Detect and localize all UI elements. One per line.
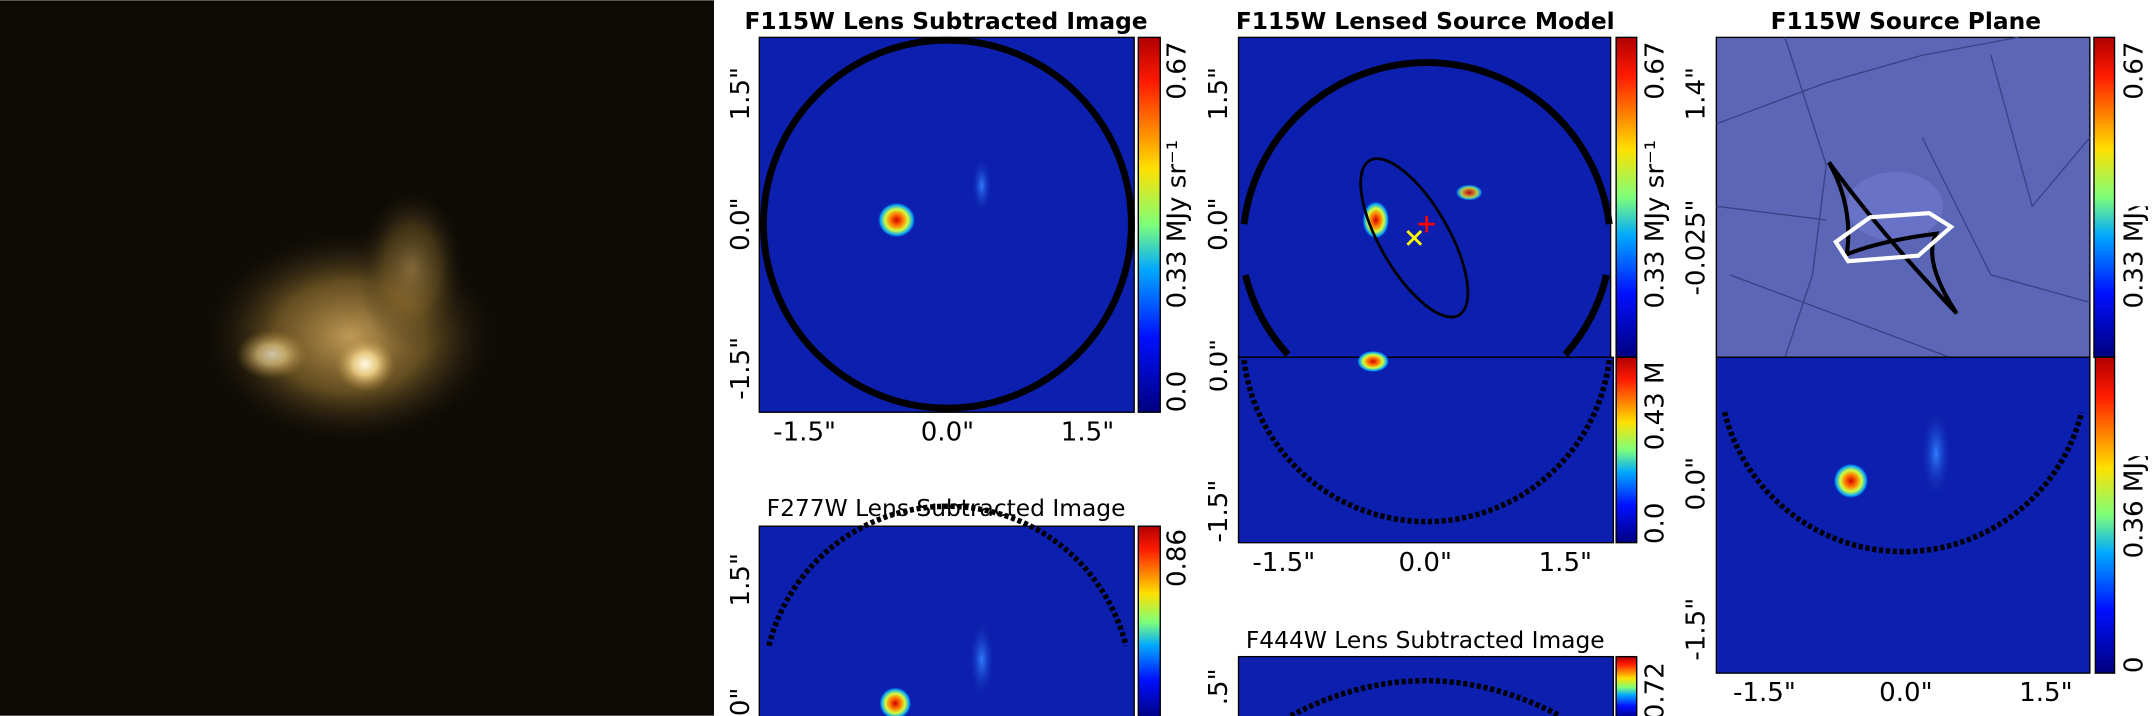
colorbar <box>1137 525 1161 716</box>
y-tick-label: -1.5" <box>726 337 756 400</box>
image-frame <box>1237 356 1615 544</box>
y-tick-label: 0.0" <box>1204 197 1234 250</box>
mask-circle <box>766 503 1129 647</box>
colorbar-label: 0.36 MJy sr⁻¹ <box>2120 390 2150 559</box>
colorbar <box>1615 655 1638 716</box>
voronoi-mesh <box>1716 36 2091 358</box>
source-emission <box>1846 171 1943 241</box>
colorbar-label: MJy sr⁻¹ <box>1163 677 1193 716</box>
y-tick-label: -1.5" <box>1682 598 1712 661</box>
arc-blob <box>1455 184 1483 201</box>
x-tick-label: 1.5" <box>2019 678 2072 708</box>
y-tick-label: .5" <box>1204 668 1234 705</box>
source-blob <box>1833 463 1869 499</box>
colorbar <box>2093 36 2116 358</box>
colorbar-label: 0.43 M <box>1640 361 1670 450</box>
colorbar-label: 0.33 MJy sr⁻¹ <box>1640 140 1670 309</box>
colorbar-label: 0.67 <box>1163 42 1193 100</box>
source-blob <box>1356 350 1390 373</box>
lens-core <box>335 336 396 392</box>
x-tick-label: 0.0" <box>1879 678 1932 708</box>
mask-circle <box>1240 59 1613 225</box>
panel-title: F277W Lens Subtracted Image <box>767 494 1126 522</box>
arc-blob <box>970 155 993 216</box>
lens-centre <box>1418 215 1435 233</box>
x-tick-label: -1.5" <box>773 417 836 447</box>
source-blob <box>1362 200 1390 240</box>
galaxy-arc <box>357 185 467 351</box>
panel-title: F115W Lensed Source Model <box>1236 7 1615 35</box>
panel-f277w <box>758 503 1161 716</box>
critical-curve <box>1359 157 1470 319</box>
colorbar <box>1137 36 1161 413</box>
y-tick-label: 1.4" <box>1682 67 1712 120</box>
mask-circle <box>1242 274 1610 357</box>
y-tick-label: -1.5" <box>1204 480 1234 543</box>
panel-lower-right <box>1715 356 2116 674</box>
colorbar <box>2094 356 2116 674</box>
colorbar-label: 0.72 <box>1640 662 1670 716</box>
y-tick-label: 0.0" <box>1682 457 1712 510</box>
colorbar-label: 0.33 MJy sr⁻¹ <box>1163 140 1193 309</box>
panel-lower-middle <box>1237 350 1638 544</box>
image-frame <box>758 525 1135 716</box>
colorbar-label: 0.0 <box>1163 371 1193 412</box>
y-tick-label: 1.5" <box>726 67 756 120</box>
y-tick-label: 0.0" <box>726 197 756 250</box>
lensed-image <box>236 329 308 380</box>
x-tick-label: 1.5" <box>1539 548 1592 578</box>
y-tick-label: 1.5" <box>726 553 756 606</box>
mask-circle <box>1721 411 2085 555</box>
colorbar-label: 0.33 MJy sr⁻¹ <box>2120 140 2150 309</box>
source-blob <box>878 686 912 716</box>
colorbar-label: 0.67 <box>1640 42 1670 100</box>
x-tick-label: -1.5" <box>1733 678 1796 708</box>
panel-f115w-model <box>1237 36 1638 358</box>
panel-f115w-residual <box>758 36 1161 413</box>
colorbar <box>1615 36 1638 358</box>
rgb-image <box>0 0 715 716</box>
colorbar-label: 0.86 <box>1163 529 1193 587</box>
source-outline <box>1833 211 1955 264</box>
arc-blob <box>968 618 996 701</box>
x-tick-label: 1.5" <box>1061 417 1114 447</box>
source-blob <box>877 202 916 238</box>
mask-circle <box>1289 677 1562 716</box>
panel-title: F115W Source Plane <box>1771 7 2041 35</box>
colorbar <box>1615 356 1638 544</box>
image-frame <box>1237 36 1612 358</box>
image-frame <box>1237 655 1615 716</box>
image-frame <box>758 36 1135 413</box>
y-tick-label: 0.0" <box>1204 339 1234 392</box>
colorbar-label: 0.0 <box>2120 632 2150 673</box>
y-tick-label: 1.5" <box>1204 67 1234 120</box>
image-frame <box>1715 356 2091 674</box>
y-tick-label: 0.0" <box>726 688 756 716</box>
panel-f115w-source <box>1715 36 2116 358</box>
x-tick-label: 0.0" <box>1399 548 1452 578</box>
x-tick-label: 0.0" <box>921 417 974 447</box>
panel-title: F115W Lens Subtracted Image <box>744 7 1147 35</box>
panel-title: F444W Lens Subtracted Image <box>1246 626 1605 654</box>
y-tick-label: 1.5" <box>1682 303 1712 356</box>
y-tick-label: -0.025" <box>1682 199 1712 295</box>
x-tick-label: -1.5" <box>1252 548 1315 578</box>
colorbar-label: 0.0 <box>1640 503 1670 544</box>
colorbar-label: 0.67 <box>2120 42 2150 100</box>
panel-f444w <box>1237 655 1638 716</box>
arc-blob <box>1919 405 1953 502</box>
mask-circle <box>760 36 1135 412</box>
source-centre <box>1406 230 1423 246</box>
